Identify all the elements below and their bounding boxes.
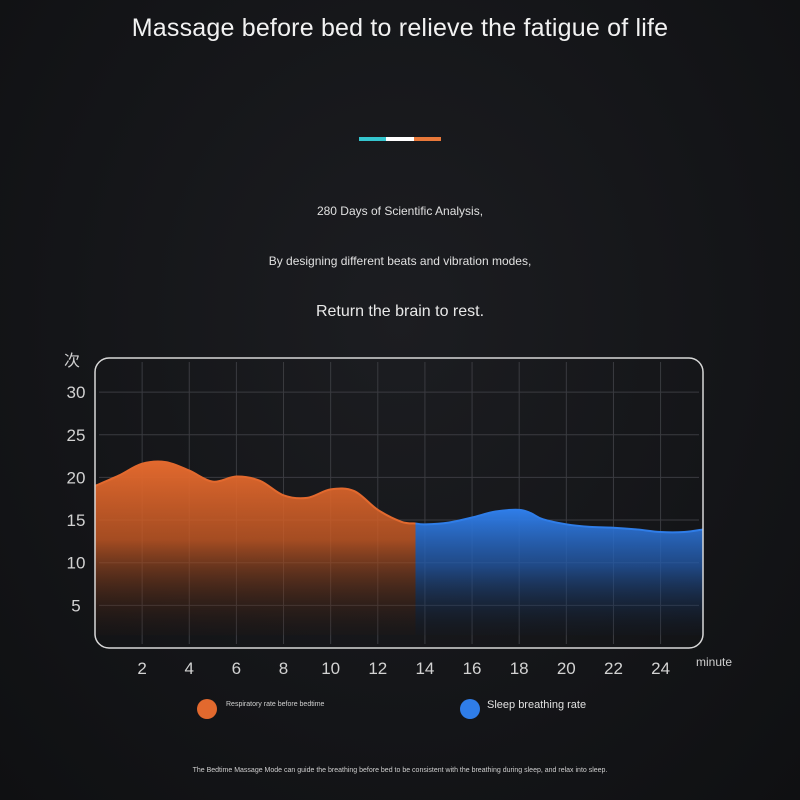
- x-tick-label: 4: [185, 659, 194, 678]
- y-axis-label: 次: [64, 351, 80, 370]
- legend-item-sleep: Sleep breathing rate: [460, 699, 586, 719]
- series-area-before-bedtime: [95, 461, 416, 636]
- y-tick-label: 15: [67, 511, 86, 530]
- accent-segment-cyan: [359, 137, 387, 141]
- legend-dot-blue: [460, 699, 480, 719]
- intro-line-2: By designing different beats and vibrati…: [268, 254, 532, 268]
- y-tick-label: 5: [71, 596, 80, 615]
- y-tick-label: 20: [67, 468, 86, 487]
- x-axis-label: minute: [696, 655, 732, 669]
- x-tick-label: 20: [557, 659, 576, 678]
- x-tick-label: 2: [137, 659, 146, 678]
- x-tick-label: 18: [510, 659, 529, 678]
- intro-line-1: 280 Days of Scientific Analysis,: [316, 204, 484, 218]
- legend-label-before-bedtime: Respiratory rate before bedtime: [226, 700, 325, 708]
- accent-divider: [359, 137, 441, 141]
- footnote: The Bedtime Massage Mode can guide the b…: [192, 767, 608, 774]
- y-tick-label: 25: [67, 426, 86, 445]
- x-tick-label: 22: [604, 659, 623, 678]
- legend-label-sleep: Sleep breathing rate: [487, 699, 587, 711]
- series-area-sleep: [415, 509, 703, 636]
- y-tick-label: 10: [67, 554, 86, 573]
- page-title: Massage before bed to relieve the fatigu…: [131, 14, 669, 42]
- accent-segment-orange: [413, 137, 441, 141]
- series-line-sleep: [415, 508, 703, 534]
- x-tick-label: 8: [279, 659, 288, 678]
- x-tick-label: 12: [368, 659, 387, 678]
- x-tick-label: 24: [651, 659, 670, 678]
- x-tick-label: 16: [463, 659, 482, 678]
- chart-areas: [95, 460, 703, 636]
- chart-frame: [94, 357, 704, 649]
- y-tick-label: 30: [67, 383, 86, 402]
- series-line-before-bedtime: [95, 460, 416, 525]
- accent-segment-white: [386, 137, 414, 141]
- x-tick-label: 6: [232, 659, 241, 678]
- intro-line-3: Return the brain to rest.: [315, 303, 485, 320]
- x-tick-label: 14: [415, 659, 434, 678]
- x-tick-label: 10: [321, 659, 340, 678]
- legend-dot-orange: [197, 699, 217, 719]
- legend-item-before-bedtime: Respiratory rate before bedtime: [197, 699, 324, 719]
